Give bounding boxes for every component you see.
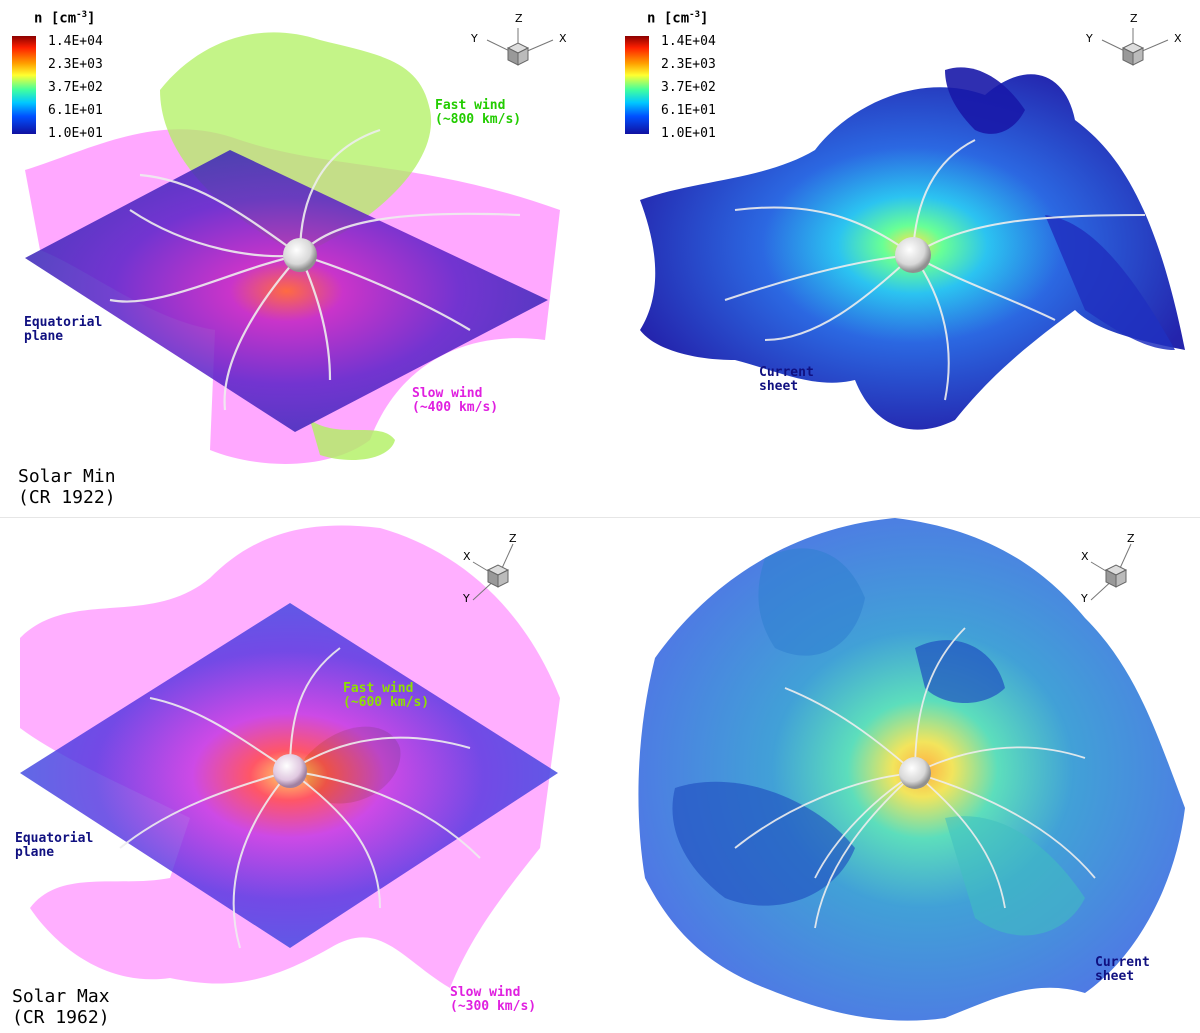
panel-divider	[0, 517, 1200, 518]
current-sheet-fold	[1045, 215, 1175, 350]
axes-triad: Z X Y	[455, 532, 565, 622]
axes-triad: Z X Y	[1073, 532, 1183, 622]
solar-max-current-sheet-scene	[638, 518, 1185, 1021]
solar-min-3d-scene	[25, 32, 560, 464]
colorbar-tick: 2.3E+03	[661, 57, 716, 72]
current-sheet-fold	[672, 781, 855, 906]
field-lines	[734, 627, 1096, 929]
field-lines	[119, 647, 481, 949]
current-sheet-label: Current sheet	[759, 365, 814, 394]
axis-z-label: Z	[1130, 12, 1138, 25]
axis-x-label: X	[1081, 550, 1089, 563]
current-sheet-fold	[915, 640, 1005, 703]
sun-sphere	[899, 757, 931, 789]
axis-y-label: Y	[1081, 592, 1088, 605]
colorbar-tick: 1.4E+04	[48, 34, 103, 49]
current-sheet-fold	[758, 548, 865, 656]
axis-x-label: X	[559, 32, 567, 45]
colorbar-tick: 1.0E+01	[661, 126, 716, 141]
solar-max-3d-scene	[20, 525, 560, 988]
solar-max-period-label: Solar Max (CR 1962)	[12, 986, 110, 1028]
slow-wind-label: Slow wind (~400 km/s)	[412, 386, 499, 415]
axis-y-label: Y	[463, 592, 470, 605]
axes-cube-icon	[486, 28, 554, 66]
equatorial-plane-label: Equatorial plane	[15, 831, 94, 860]
axis-x-label: X	[463, 550, 471, 563]
axes-cube-icon	[472, 543, 514, 601]
colorbar-tick: 6.1E+01	[48, 103, 103, 118]
colorbar-tick: 3.7E+02	[661, 80, 716, 95]
axis-z-label: Z	[1127, 532, 1135, 545]
axis-x-label: X	[1174, 32, 1182, 45]
colorbar-gradient	[12, 36, 36, 134]
colorbar-tick: 1.4E+04	[661, 34, 716, 49]
colorbar-title: n [cm-3]	[647, 10, 709, 27]
axis-z-label: Z	[515, 12, 523, 25]
equatorial-plane	[25, 150, 548, 432]
axes-triad: Z Y X	[1080, 10, 1190, 100]
colorbar-tick: 2.3E+03	[48, 57, 103, 72]
slow-wind-label: Slow wind (~300 km/s)	[450, 985, 537, 1014]
fast-wind-label: Fast wind (~600 km/s)	[343, 681, 430, 710]
current-sheet-fold	[945, 816, 1085, 936]
equatorial-plane-label: Equatorial plane	[24, 315, 103, 344]
current-sheet-fold	[945, 67, 1025, 134]
solar-min-current-sheet-scene	[640, 67, 1185, 430]
fast-wind-label: Fast wind (~800 km/s)	[435, 98, 522, 127]
colorbar-tick: 3.7E+02	[48, 80, 103, 95]
axis-z-label: Z	[509, 532, 517, 545]
panel-solar-min-surfaces: n [cm-3] 1.4E+04 2.3E+03 3.7E+02 6.1E+01…	[0, 0, 580, 517]
solar-min-period-label: Solar Min (CR 1922)	[18, 466, 116, 508]
sun-sphere	[273, 754, 307, 788]
axes-triad: Z Y X	[465, 10, 575, 100]
axis-y-label: Y	[1086, 32, 1093, 45]
panel-solar-max-surfaces: Z X Y Fast wind (~600 km/s) Slow wind (~…	[0, 518, 580, 1033]
colorbar-title: n [cm-3]	[34, 10, 96, 27]
colorbar-tick: 1.0E+01	[48, 126, 103, 141]
axes-cube-icon	[1101, 28, 1169, 66]
sun-sphere	[283, 238, 317, 272]
axis-y-label: Y	[471, 32, 478, 45]
sun-sphere	[895, 237, 931, 273]
panel-solar-min-current-sheet: n [cm-3] 1.4E+04 2.3E+03 3.7E+02 6.1E+01…	[615, 0, 1200, 517]
panel-solar-max-current-sheet: Z X Y Current sheet	[615, 518, 1200, 1033]
colorbar-tick: 6.1E+01	[661, 103, 716, 118]
axes-cube-icon	[1090, 543, 1132, 601]
fast-wind-surface-south	[310, 420, 395, 460]
colorbar-gradient	[625, 36, 649, 134]
current-sheet-label: Current sheet	[1095, 955, 1150, 984]
